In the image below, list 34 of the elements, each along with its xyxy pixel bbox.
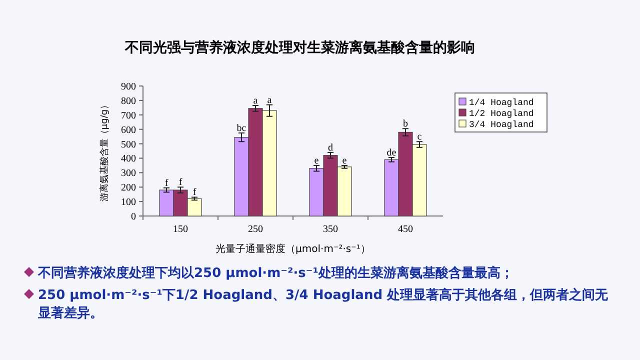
- data-label: a: [253, 96, 258, 106]
- data-label: bc: [236, 122, 247, 134]
- data-label: c: [417, 132, 422, 143]
- text: 不同营养液浓度处理下均以250 μmol·m⁻²·s⁻¹处理的生菜游离氨基酸含量最高；: [36, 265, 514, 283]
- y-tick-label: 100: [121, 197, 136, 208]
- data-label: b: [403, 118, 408, 130]
- data-label: f: [178, 177, 183, 188]
- x-axis-title: 光量子通量密度（μmol·m⁻²·s⁻¹）: [216, 243, 370, 255]
- data-label: de: [386, 148, 397, 158]
- y-tick-label: 700: [121, 110, 136, 122]
- x-tick-label: 450: [398, 224, 413, 235]
- y-tick-label: 800: [121, 96, 136, 107]
- legend-label: 1/2 Hoagland: [469, 109, 534, 119]
- text: 250 μmol·m⁻²·s⁻¹下1/2 Hoagland、3/4 Hoagland 处理显著高于其他各组，但两者之间无显著差异。: [37, 287, 610, 323]
- y-tick-label: 0: [131, 212, 136, 222]
- data-label: f: [164, 178, 169, 189]
- y-tick-label: 200: [121, 182, 136, 194]
- legend-label: 3/4 Hoagland: [469, 120, 534, 130]
- y-tick-label: 900: [121, 82, 136, 92]
- data-label: d: [328, 142, 333, 154]
- data-label: e: [314, 155, 320, 166]
- y-tick-label: 400: [121, 154, 136, 165]
- x-tick-label: 150: [173, 224, 188, 235]
- chart-title: 不同光强与营养液浓度处理对生菜游离氨基酸含量的影响: [124, 39, 475, 56]
- y-tick-label: 600: [121, 124, 136, 136]
- y-tick-label: 300: [121, 168, 136, 180]
- y-tick-label: 500: [121, 139, 136, 150]
- data-label: f: [192, 187, 197, 198]
- data-label: a: [267, 94, 272, 106]
- legend-label: 1/4 Hoagland: [469, 98, 534, 108]
- y-axis-title: 游离氨基酸含量（μg/g）: [99, 100, 110, 202]
- x-tick-label: 250: [248, 224, 263, 235]
- x-tick-label: 350: [323, 224, 338, 235]
- data-label: e: [342, 155, 348, 166]
